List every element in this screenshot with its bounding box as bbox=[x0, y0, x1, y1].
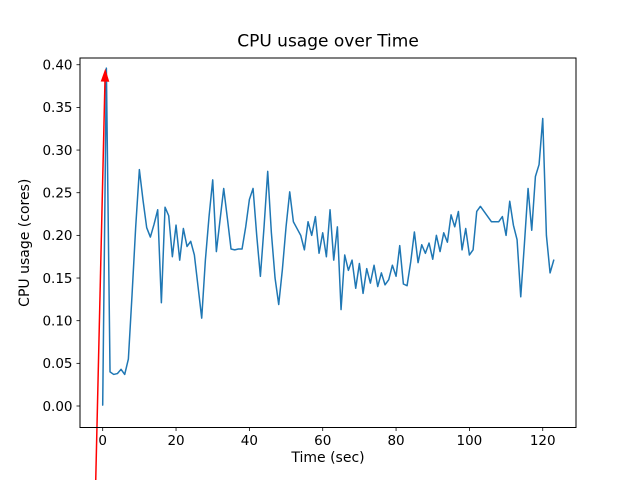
y-tick-label: 0.30 bbox=[42, 143, 72, 159]
y-tick-label: 0.20 bbox=[42, 228, 72, 244]
y-tick-label: 0.35 bbox=[42, 100, 72, 116]
y-tick-label: 0.10 bbox=[42, 313, 72, 329]
x-tick-label: 80 bbox=[387, 433, 404, 449]
x-tick-label: 0 bbox=[98, 433, 107, 449]
x-tick-label: 120 bbox=[530, 433, 556, 449]
y-axis-ticks: 0.00 0.05 0.10 0.15 0.20 0.25 0.30 0.35 0.40 bbox=[42, 58, 80, 415]
y-tick-label: 0.15 bbox=[42, 271, 72, 287]
x-tick-label: 100 bbox=[457, 433, 483, 449]
x-tick-label: 20 bbox=[167, 433, 184, 449]
x-tick-label: 40 bbox=[241, 433, 258, 449]
annotation-arrow-head bbox=[100, 68, 110, 82]
y-tick-label: 0.05 bbox=[42, 356, 72, 372]
plot-area bbox=[79, 57, 577, 428]
y-axis-label: CPU usage (cores) bbox=[17, 179, 33, 307]
x-axis-label: Time (sec) bbox=[290, 450, 364, 466]
y-tick-label: 0.25 bbox=[42, 186, 72, 202]
annotation-arrow bbox=[94, 68, 110, 480]
y-tick-label: 0.00 bbox=[42, 399, 72, 415]
annotation-arrow-shaft bbox=[94, 78, 106, 480]
chart-title: CPU usage over Time bbox=[237, 32, 419, 52]
y-tick-label: 0.40 bbox=[42, 58, 72, 74]
x-tick-label: 60 bbox=[314, 433, 331, 449]
series-layer bbox=[101, 67, 555, 406]
x-axis-ticks: 0 20 40 60 80 100 120 bbox=[98, 427, 556, 449]
cpu-usage-line bbox=[101, 67, 555, 406]
